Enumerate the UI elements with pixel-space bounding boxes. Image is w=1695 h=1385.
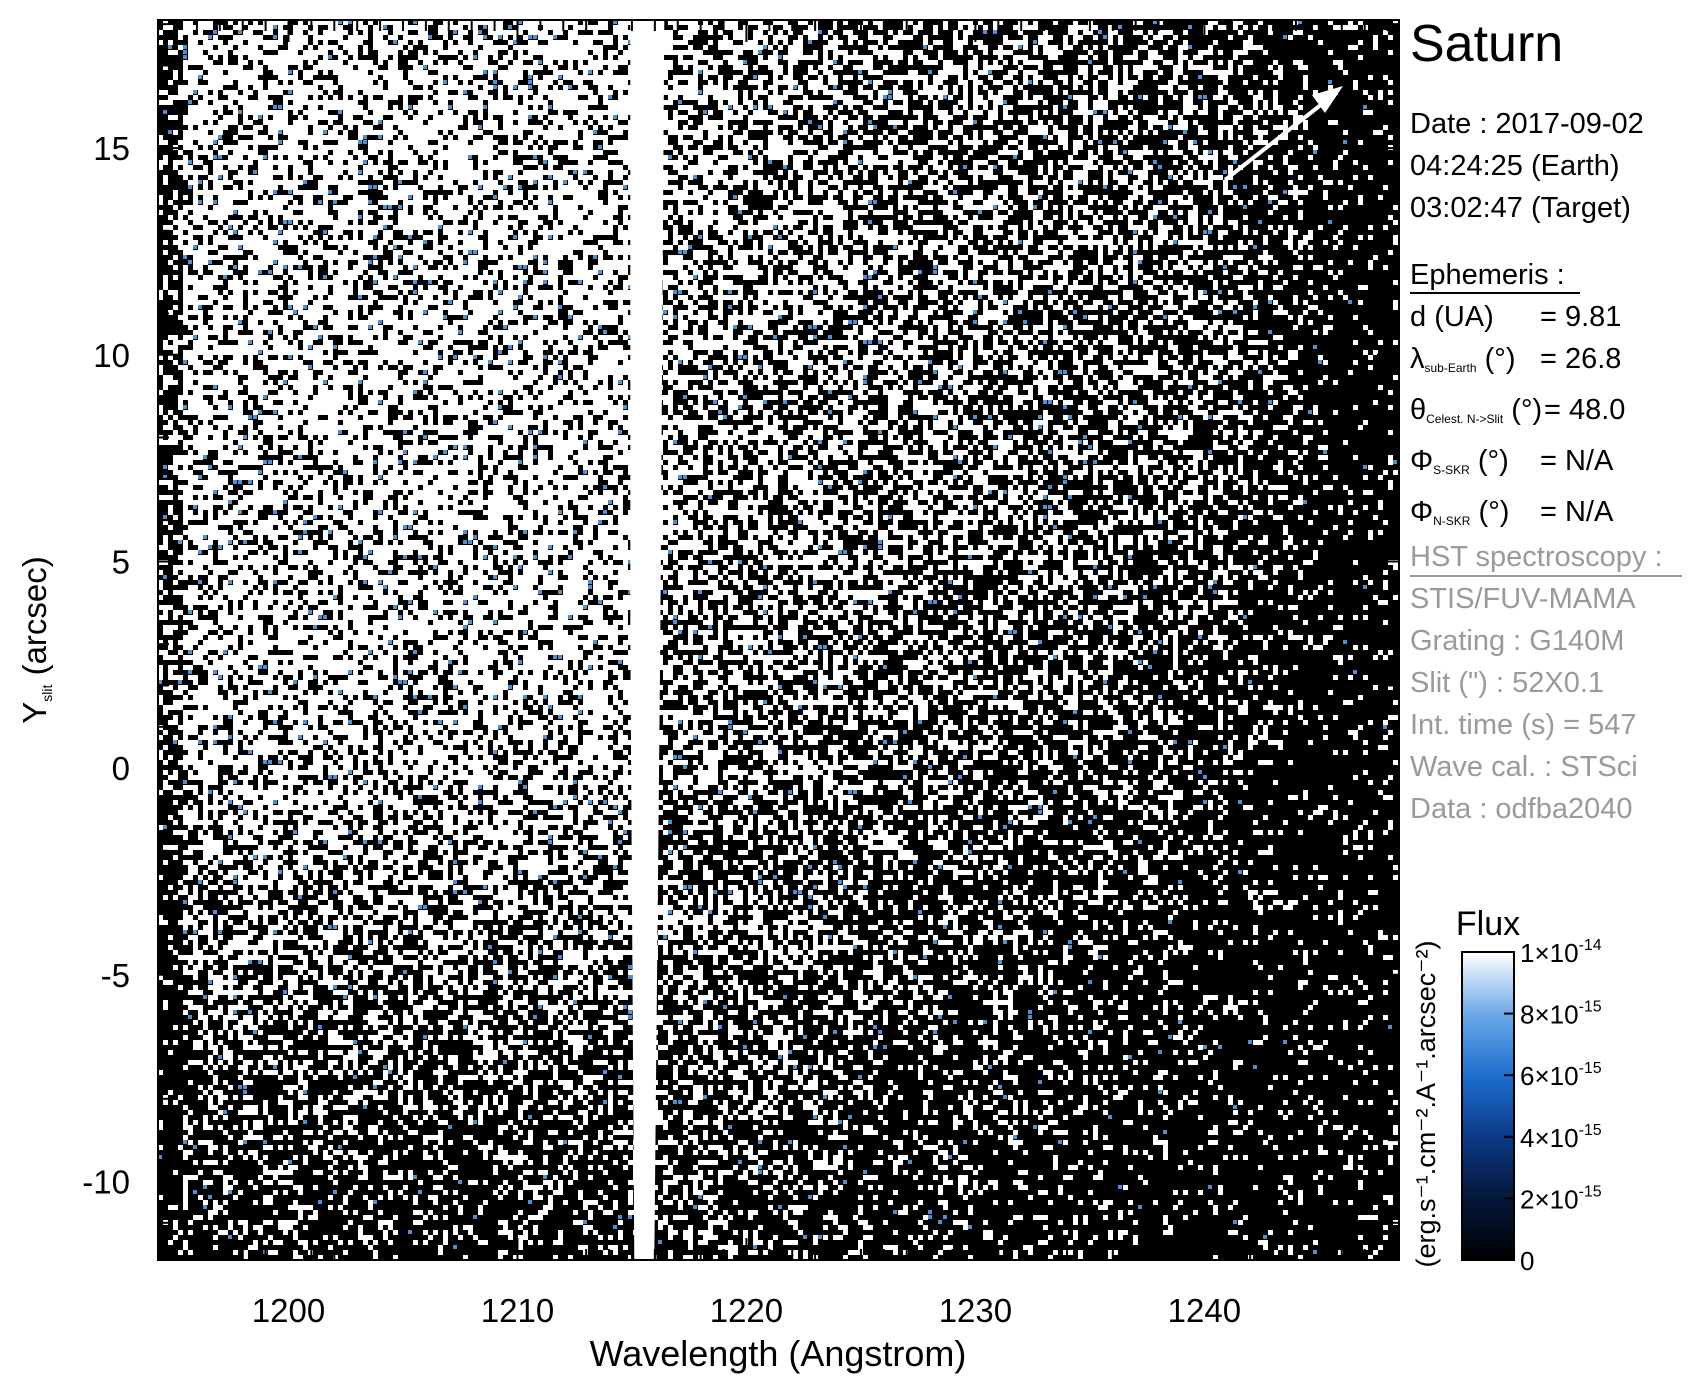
y-tick-label: 0 xyxy=(112,750,130,787)
colorbar-ticks: 1×10-14 8×10-15 6×10-15 4×10-15 2×10-15 0 xyxy=(1504,937,1602,1276)
colorbar: Flux 1×10-14 8×10-15 6×10-15 4×10-15 2×10-15… xyxy=(1411,905,1602,1276)
colorbar-gradient xyxy=(1461,951,1515,1261)
y-axis-label: Yslit (arcsec) xyxy=(16,556,55,723)
x-tick-label: 1200 xyxy=(252,1292,325,1329)
hst-info-line: Int. time (s) = 547 xyxy=(1410,709,1637,741)
hst-info-line: STIS/FUV-MAMA xyxy=(1410,583,1636,615)
x-tick-label: 1230 xyxy=(939,1292,1012,1329)
target-time-line: 03:02:47 (Target) xyxy=(1410,192,1631,224)
colorbar-tick-label: 6×10-15 xyxy=(1520,1060,1602,1091)
hst-info-line: Slit (") : 52X0.1 xyxy=(1410,667,1605,699)
y-tick-label: -10 xyxy=(82,1163,130,1200)
x-tick-label: 1220 xyxy=(710,1292,783,1329)
heatmap-image xyxy=(158,20,1399,1260)
ephemeris-block: Ephemeris : d (UA) = 9.81 λsub-Earth (°) = … xyxy=(1410,254,1626,542)
colorbar-unit-label: (erg.s⁻¹.cm⁻².A⁻¹.arcsec⁻²) xyxy=(1411,940,1441,1267)
hst-info-line: Data : odfba2040 xyxy=(1410,793,1633,825)
ephemeris-title: Ephemeris : xyxy=(1410,259,1565,291)
target-title: Saturn xyxy=(1410,15,1564,73)
x-axis: 1200 1210 1220 1230 1240 xyxy=(173,20,1389,1329)
ephemeris-row: ΦS-SKR (°) = N/A xyxy=(1410,445,1614,477)
colorbar-tick-label: 1×10-14 xyxy=(1520,937,1602,968)
x-axis-label: Wavelength (Angstrom) xyxy=(590,1333,967,1374)
ephemeris-row: θCelest. N->Slit (°) = 48.0 xyxy=(1410,394,1626,426)
colorbar-tick-label: 8×10-15 xyxy=(1520,999,1602,1030)
hst-underline xyxy=(1410,575,1682,577)
plot-frame xyxy=(157,19,1400,1261)
observation-date: Date : 2017-09-02 04:24:25 (Earth) 03:02… xyxy=(1410,103,1644,229)
y-tick-label: 10 xyxy=(93,337,130,374)
ephemeris-row: d (UA) = 9.81 xyxy=(1410,301,1622,333)
hst-info-line: Wave cal. : STSci xyxy=(1410,751,1638,783)
hst-info-line: Grating : G140M xyxy=(1410,625,1625,657)
colorbar-tick-label: 2×10-15 xyxy=(1520,1183,1602,1214)
y-tick-label: 15 xyxy=(93,130,130,167)
hst-block: HST spectroscopy : STIS/FUV-MAMA Grating … xyxy=(1410,536,1663,830)
colorbar-tick-label: 4×10-15 xyxy=(1520,1122,1602,1153)
date-line: Date : 2017-09-02 xyxy=(1410,108,1644,140)
ephemeris-row: λsub-Earth (°) = 26.8 xyxy=(1410,343,1622,375)
y-tick-label: -5 xyxy=(101,957,130,994)
ephemeris-underline xyxy=(1410,292,1580,294)
x-tick-label: 1210 xyxy=(481,1292,554,1329)
colorbar-title: Flux xyxy=(1456,905,1520,943)
north-arrow-icon xyxy=(1223,86,1343,182)
ephemeris-row: ΦN-SKR (°) = N/A xyxy=(1410,496,1614,528)
hst-title: HST spectroscopy : xyxy=(1410,541,1663,573)
y-tick-label: 5 xyxy=(112,543,130,580)
y-axis: 15 10 5 0 -5 -10 xyxy=(82,23,1399,1224)
earth-time-line: 04:24:25 (Earth) xyxy=(1410,150,1620,182)
x-tick-label: 1240 xyxy=(1168,1292,1241,1329)
colorbar-tick-label: 0 xyxy=(1520,1246,1534,1276)
